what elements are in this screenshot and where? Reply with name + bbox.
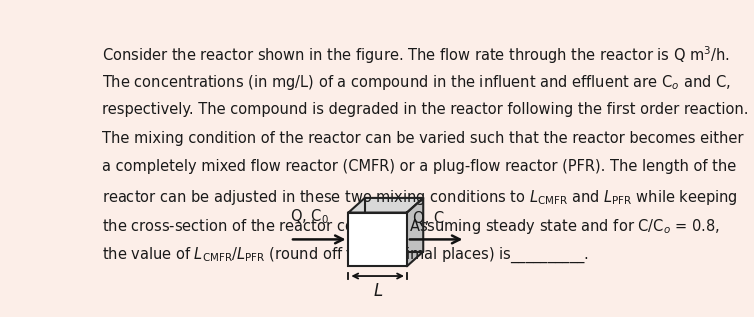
FancyBboxPatch shape: [348, 213, 407, 266]
Text: Q, C: Q, C: [412, 211, 444, 226]
Text: Consider the reactor shown in the figure. The flow rate through the reactor is Q: Consider the reactor shown in the figure…: [102, 44, 730, 66]
Polygon shape: [348, 198, 423, 213]
Text: the cross-section of the reactor constant. Assuming steady state and for C/C$_o$: the cross-section of the reactor constan…: [102, 217, 719, 236]
Polygon shape: [407, 198, 423, 266]
Text: respectively. The compound is degraded in the reactor following the first order : respectively. The compound is degraded i…: [102, 102, 749, 117]
Text: Q, C$_0$: Q, C$_0$: [290, 207, 329, 226]
Text: the value of $L_{\mathrm{CMFR}}$/$L_{\mathrm{PFR}}$ (round off to 2 decimal plac: the value of $L_{\mathrm{CMFR}}$/$L_{\ma…: [102, 246, 589, 265]
Text: reactor can be adjusted in these two mixing conditions to $L_{\mathrm{CMFR}}$ an: reactor can be adjusted in these two mix…: [102, 188, 737, 207]
Text: The mixing condition of the reactor can be varied such that the reactor becomes : The mixing condition of the reactor can …: [102, 131, 743, 146]
Text: The concentrations (in mg/L) of a compound in the influent and effluent are C$_o: The concentrations (in mg/L) of a compou…: [102, 73, 731, 92]
Text: $L$: $L$: [372, 282, 383, 300]
Text: a completely mixed flow reactor (CMFR) or a plug-flow reactor (PFR). The length : a completely mixed flow reactor (CMFR) o…: [102, 159, 736, 174]
